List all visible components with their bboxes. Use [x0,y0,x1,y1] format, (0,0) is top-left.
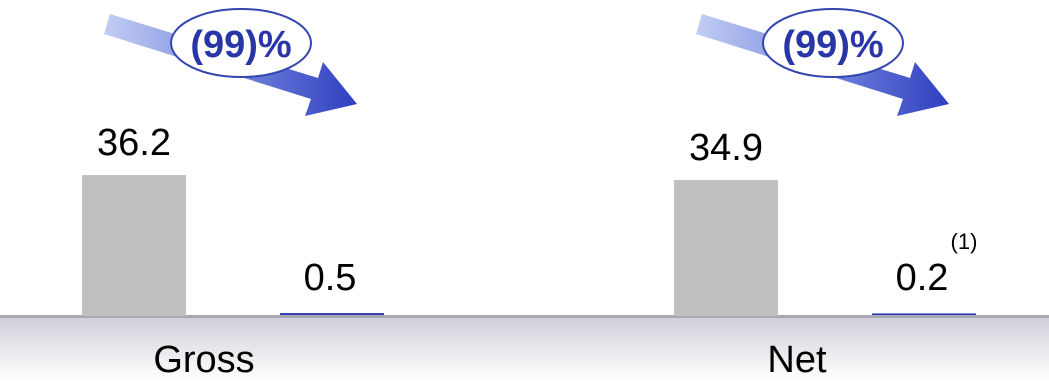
x-tick-label-gross: Gross [153,339,254,381]
bar-gross-after [280,313,384,315]
bar-net-before [674,180,778,316]
x-axis-baseline [0,315,1049,318]
data-label-gross-after: 0.5 [304,257,357,299]
data-label-net-before: 34.9 [689,127,763,169]
change-annotation-net: (99)% [696,8,949,116]
data-label-gross-before: 36.2 [97,122,171,164]
change-percent-label: (99)% [190,24,291,66]
bar-gross-before [82,175,186,316]
change-badge [762,8,904,78]
x-tick-label-net: Net [767,339,827,381]
bar-net-after [872,313,976,315]
change-annotation-gross: (99)% [104,8,357,116]
footnote-mark: (1) [951,229,978,254]
data-label-net-after: 0.2 [896,257,949,299]
change-badge [170,8,312,78]
floor-band [0,318,1049,380]
change-percent-label: (99)% [782,24,883,66]
